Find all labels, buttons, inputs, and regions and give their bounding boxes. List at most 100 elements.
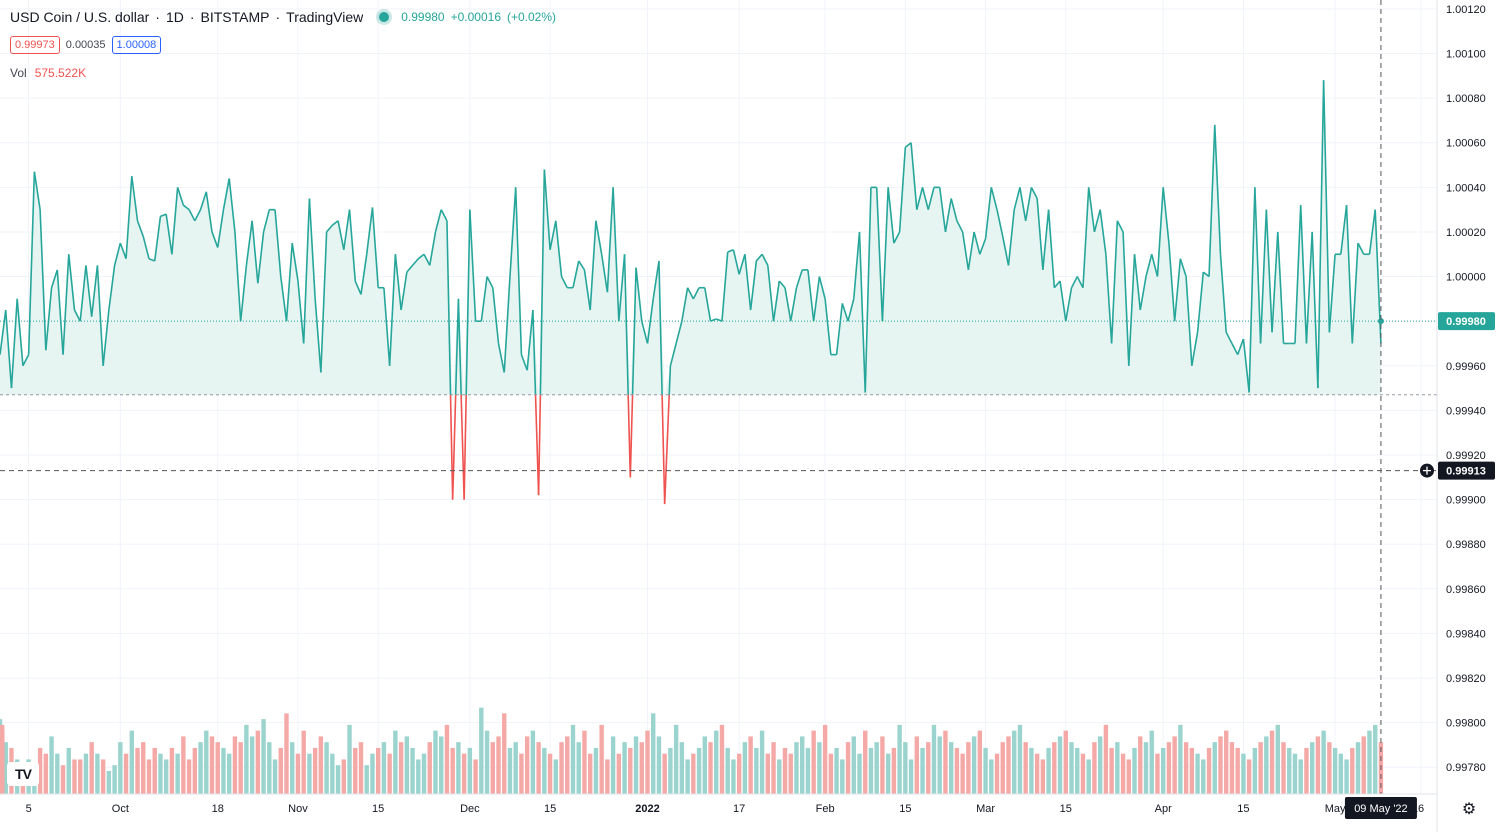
volume-bar [628, 747, 633, 794]
bid-price[interactable]: 0.99973 [10, 36, 60, 54]
volume-bar [891, 747, 897, 794]
x-tick-label: 15 [1237, 803, 1249, 815]
volume-bar [1120, 753, 1126, 794]
price-line-segment [411, 258, 419, 266]
volume-bar [295, 753, 301, 794]
volume-bar [60, 765, 66, 794]
ask-price[interactable]: 1.00008 [111, 36, 162, 54]
price-line-segment [893, 231, 901, 244]
volume-bar [622, 742, 627, 794]
volume-bar [261, 719, 266, 794]
volume-bar [95, 753, 100, 794]
volume-bar [565, 736, 570, 794]
volume-bar [72, 759, 77, 794]
price-line-segment [1196, 272, 1205, 333]
volume-bar [181, 736, 186, 794]
tradingview-logo-icon[interactable]: TV [7, 762, 39, 786]
price-line-segment [1001, 236, 1010, 266]
volume-bar [347, 724, 352, 794]
price-line-segment [1351, 243, 1359, 344]
volume-bar [1080, 753, 1086, 794]
price-line-segment [668, 365, 672, 395]
price-line-segment [291, 242, 299, 282]
price-line-segment [491, 287, 500, 344]
price-line-segment [257, 231, 265, 284]
price-line-segment [1357, 242, 1365, 255]
price-line-segment [1042, 209, 1050, 270]
volume-bar [215, 742, 220, 794]
price-line-segment [1368, 209, 1376, 255]
volume-bar [404, 736, 410, 794]
price-line-segment [600, 254, 609, 293]
price-line-segment [1305, 231, 1313, 344]
price-line-segment [755, 253, 763, 262]
volume-bar [502, 713, 507, 794]
price-line-segment [606, 187, 614, 293]
price-line-segment [465, 209, 471, 395]
volume-bar [416, 759, 421, 794]
price-line-segment [96, 265, 104, 366]
price-line-segment [640, 320, 649, 344]
price-line-segment [623, 254, 629, 395]
legend-separator: · [275, 9, 281, 25]
exchange-label: BITSTAMP [200, 9, 270, 25]
volume-bar [1149, 730, 1154, 794]
volume-bar [238, 742, 243, 794]
price-line-segment [73, 309, 81, 322]
volume-bar [788, 753, 793, 794]
price-line-segment [663, 394, 671, 505]
volume-bar [576, 742, 581, 794]
price-line-segment [560, 276, 568, 289]
price-line-segment [509, 187, 517, 277]
market-status-dot-icon[interactable] [379, 12, 390, 22]
x-tick-label: 17 [733, 803, 745, 815]
price-line-segment [618, 254, 626, 322]
price-line-segment [130, 176, 139, 221]
price-line-segment [1265, 209, 1273, 333]
volume-bar [312, 747, 318, 794]
price-line-segment [1133, 254, 1142, 311]
volume-bar [725, 747, 730, 794]
provider-label: TradingView [286, 9, 364, 25]
price-line-segment [526, 309, 534, 371]
volume-bar [1344, 759, 1349, 794]
price-line-segment [835, 303, 844, 355]
volume-bar [1281, 742, 1286, 794]
price-line-segment [423, 253, 431, 266]
interval-label[interactable]: 1D [165, 9, 184, 25]
price-line-segment [858, 231, 867, 393]
volume-bar [1029, 747, 1034, 794]
volume-bar [926, 742, 931, 794]
price-line-segment [1087, 187, 1096, 233]
volume-bar [748, 736, 753, 794]
price-line-segment [1156, 187, 1164, 277]
volume-bar [129, 730, 134, 794]
volume-bar [456, 742, 461, 794]
volume-bar [1332, 747, 1338, 794]
volume-legend-row[interactable]: Vol 575.522K [10, 66, 86, 80]
volume-bar [1075, 747, 1080, 794]
gear-icon[interactable]: ⚙ [1461, 801, 1477, 818]
symbol-name[interactable]: USD Coin / U.S. dollar [10, 9, 150, 25]
volume-bar [1052, 742, 1057, 794]
price-line-segment [973, 231, 981, 255]
volume-bar [714, 730, 719, 794]
price-line-segment [469, 209, 477, 322]
price-line-segment [916, 187, 924, 210]
volume-bar [845, 742, 851, 794]
price-line-segment [938, 187, 947, 233]
price-line-segment [1099, 209, 1107, 255]
y-tick-label: 0.99800 [1446, 718, 1486, 730]
volume-bar [479, 707, 484, 794]
price-line-segment [812, 276, 821, 322]
volume-bar [290, 742, 295, 794]
volume-bar [719, 724, 725, 794]
volume-bar [1224, 730, 1229, 794]
volume-bar [1000, 742, 1005, 794]
volume-bar [490, 742, 495, 794]
price-line-segment [921, 187, 930, 210]
x-tick-label: Feb [816, 803, 835, 815]
price-line-segment [583, 269, 591, 311]
price-line-segment [50, 269, 59, 288]
